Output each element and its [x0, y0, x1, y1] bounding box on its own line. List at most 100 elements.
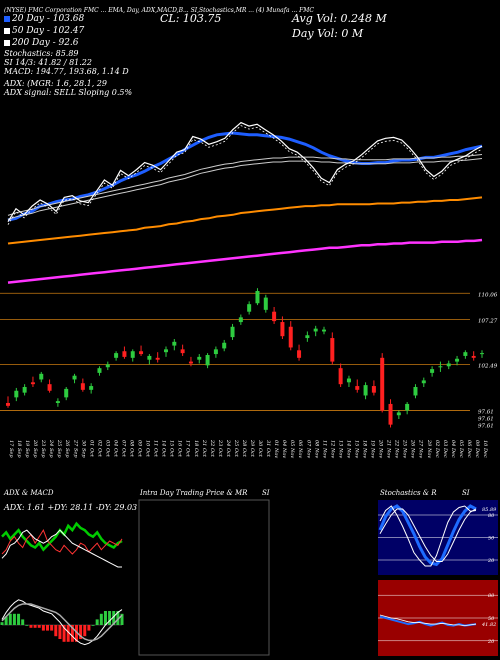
date-tick-label: 17 Oct — [185, 440, 191, 458]
candle-body — [346, 378, 351, 383]
candle-body — [147, 355, 152, 360]
candle-body — [164, 349, 168, 353]
series-stoch-k-line — [378, 504, 477, 567]
macd-histogram-bar — [54, 625, 58, 637]
intraday-title: Intra Day Trading Price & MR — [139, 489, 248, 497]
date-tick-label: 29 Nov — [426, 439, 432, 458]
date-tick-label: 13 Nov — [337, 440, 343, 458]
ema50-swatch — [4, 28, 10, 34]
macd-histogram-bar — [116, 611, 120, 625]
series-adx-line — [1, 529, 122, 568]
date-tick-label: 15 Nov — [354, 440, 360, 458]
candle-body — [305, 335, 310, 339]
macd-histogram-bar — [99, 613, 103, 625]
candle-body — [130, 351, 135, 358]
price-level-label: 110.06 — [478, 292, 498, 298]
candle-body — [139, 351, 144, 355]
macd-histogram-bar — [83, 625, 87, 637]
candle-body — [205, 355, 210, 366]
stochastics-right-label: SI — [462, 489, 470, 497]
date-tick-label: 08 Oct — [129, 440, 135, 458]
macd-histogram-bar — [103, 611, 107, 625]
si-level-label: 80 — [488, 593, 495, 599]
date-tick-label: 28 Oct — [241, 439, 247, 458]
date-tick-label: 05 Dec — [458, 440, 464, 458]
header-top-line: (NYSE) FMC Corporation FMC ... EMA, Day,… — [4, 7, 314, 14]
macd-histogram-bar — [112, 611, 116, 625]
candle-body — [297, 350, 302, 358]
date-tick-label: 10 Dec — [482, 440, 488, 458]
series-macd-line — [1, 599, 123, 646]
candle-body — [430, 369, 435, 373]
si-level-label: 20 — [487, 639, 495, 645]
adx-macd-title: ADX & MACD — [3, 489, 54, 497]
ema50-legend: 50 Day - 102.47 — [12, 26, 85, 36]
date-tick-label: 03 Dec — [442, 440, 448, 458]
macd-histogram-bar — [87, 625, 91, 631]
candle-body — [405, 403, 410, 411]
date-tick-label: 09 Oct — [137, 440, 143, 458]
candle-body — [222, 342, 227, 349]
series-100-day-line — [7, 196, 483, 245]
candle-body — [72, 375, 77, 380]
candle-body — [80, 383, 85, 390]
si-readout: SI 14/3: 41.82 / 81.22 — [4, 58, 92, 67]
candle-body — [105, 364, 110, 368]
date-tick-label: 25 Nov — [402, 439, 408, 458]
date-tick-label: 24 Oct — [225, 439, 231, 458]
candle-body — [47, 384, 52, 391]
stochastics-panel: 80 50 20 85.89 — [378, 500, 498, 575]
series-200-day-line — [7, 238, 483, 284]
candle-body — [213, 349, 218, 355]
candle-body — [230, 326, 235, 338]
stochastics-level-label: 80 — [488, 513, 495, 519]
candle-body — [438, 366, 443, 368]
macd-histogram-bar — [4, 616, 8, 625]
candle-body — [30, 382, 35, 385]
candle-body — [322, 329, 326, 332]
date-tick-label: 25 Sep — [56, 439, 62, 458]
date-tick-label: 18 Nov — [362, 440, 368, 458]
candle-body — [64, 388, 69, 398]
date-tick-label: 16 Oct — [177, 440, 183, 458]
candle-body — [97, 368, 102, 373]
date-tick-label: 07 Nov — [305, 440, 311, 458]
date-tick-label: 15 Oct — [169, 440, 175, 458]
date-tick-label: 01 Oct — [88, 440, 94, 458]
series-si-line — [379, 615, 477, 627]
macd-histogram-bar — [58, 625, 62, 639]
date-tick-label: 31 Oct — [265, 440, 271, 458]
date-tick-label: 27 Nov — [418, 439, 424, 458]
date-tick-label: 19 Sep — [24, 440, 30, 458]
si-end-label: 41.82 — [481, 622, 496, 628]
macd-histogram-bar — [21, 619, 25, 625]
date-tick-label: 04 Nov — [281, 440, 287, 458]
date-tick-label: 24 Sep — [48, 439, 54, 458]
candle-body — [371, 386, 376, 393]
candle-body — [330, 338, 335, 362]
date-tick-label: 10 Oct — [145, 440, 151, 458]
candle-body — [22, 387, 27, 393]
date-tick-label: 21 Nov — [386, 439, 392, 458]
date-tick-label: 19 Nov — [370, 440, 376, 458]
candle-body — [114, 353, 119, 358]
macd-histogram-bar — [46, 625, 50, 631]
date-tick-label: 05 Nov — [289, 440, 295, 458]
series-50-day-lower-line — [7, 158, 483, 220]
macd-histogram-bar — [91, 625, 95, 626]
intraday-panel — [138, 499, 270, 656]
date-tick-label: 30 Oct — [257, 440, 263, 458]
candle-body — [280, 322, 285, 337]
candle-body — [238, 317, 243, 323]
price-level-label: 97.61 — [478, 423, 494, 429]
candle-body — [396, 412, 401, 416]
date-tick-label: 04 Dec — [450, 440, 456, 458]
candle-body — [380, 357, 385, 411]
price-level-label: 97.61 — [478, 416, 494, 422]
macd-histogram-bar — [8, 613, 12, 625]
date-tick-label: 08 Nov — [313, 440, 319, 458]
series-stoch-d-line — [379, 508, 477, 562]
day-vol-label: Day Vol: 0 M — [291, 27, 364, 40]
stochastics-end-label: 85.89 — [482, 507, 497, 513]
date-tick-label: 23 Oct — [217, 439, 223, 458]
